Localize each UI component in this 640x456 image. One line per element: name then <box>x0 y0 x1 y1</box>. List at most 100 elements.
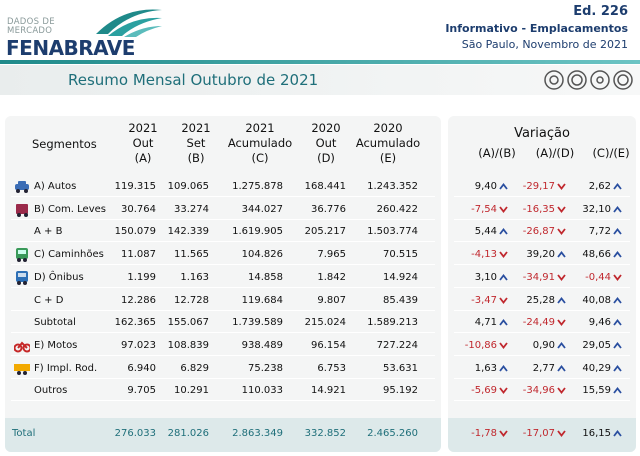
variation-value: -16,35 <box>522 203 555 215</box>
variation-value: -4,13 <box>471 249 497 261</box>
variation-value: -24,49 <box>522 317 555 329</box>
column-header: (B) <box>187 151 205 165</box>
cell-value: 75.238 <box>248 362 283 374</box>
cell-value: 332.852 <box>304 428 346 439</box>
trend-arrow <box>499 296 508 304</box>
row-separator <box>11 309 435 311</box>
row-separator <box>11 354 435 356</box>
row-separator <box>11 196 435 197</box>
cell-value: 260.422 <box>376 203 418 215</box>
row-separator <box>454 377 630 379</box>
variation-header: (C)/(E) <box>592 146 630 160</box>
cell-value: 12.728 <box>174 294 209 306</box>
row-separator <box>454 286 630 288</box>
row-label: Total <box>12 428 36 439</box>
brand: FENABRAVE <box>6 36 135 60</box>
column-header: Set <box>186 136 206 150</box>
trend-arrow <box>557 387 566 395</box>
trend-arrow <box>557 341 566 349</box>
row-label: C + D <box>34 294 64 306</box>
subtitle: Informativo - Emplacamentos <box>445 22 628 35</box>
brand-top: DADOS DE MERCADO <box>7 18 55 36</box>
column-header: Out <box>132 136 154 150</box>
edition: Ed. 226 <box>573 4 628 19</box>
cell-value: 104.826 <box>241 249 283 261</box>
row-icon <box>14 247 30 266</box>
trend-arrow <box>557 319 566 327</box>
cell-value: 14.921 <box>311 385 346 397</box>
cell-value: 9.705 <box>127 385 156 397</box>
cell-value: 95.192 <box>383 385 418 397</box>
column-header: (A) <box>134 151 152 165</box>
trend-arrow <box>613 274 622 281</box>
cell-value: 30.764 <box>121 203 156 215</box>
variation-value: -17,07 <box>522 428 555 439</box>
cell-value: 215.024 <box>304 317 346 329</box>
variation-value: 5,44 <box>474 226 497 238</box>
total-band <box>448 418 636 452</box>
trend-arrow <box>557 296 566 304</box>
trend-arrow <box>613 205 622 213</box>
row-separator <box>454 241 630 243</box>
trend-arrow <box>557 183 566 190</box>
cell-value: 727.224 <box>376 339 418 351</box>
row-label: D) Ônibus <box>34 271 84 283</box>
variation-value: 40,29 <box>582 362 611 374</box>
variation-value: 4,71 <box>474 317 497 329</box>
cell-value: 109.065 <box>167 181 209 192</box>
cell-value: 53.631 <box>383 362 418 374</box>
trend-arrow <box>613 341 622 349</box>
cell-value: 1.503.774 <box>367 226 418 238</box>
cell-value: 142.339 <box>167 226 209 238</box>
cell-value: 1.739.589 <box>232 317 283 329</box>
cell-value: 162.365 <box>114 317 156 329</box>
row-separator <box>11 377 435 379</box>
trend-arrow <box>557 430 566 437</box>
variation-value: 7,72 <box>588 226 611 238</box>
trend-arrow <box>613 228 622 235</box>
row-separator <box>11 218 435 220</box>
row-label: A) Autos <box>34 181 77 192</box>
row-icon <box>14 270 30 289</box>
variation-value: 16,15 <box>582 428 611 439</box>
cell-value: 1.619.905 <box>232 226 283 238</box>
trend-arrow <box>499 430 508 437</box>
variation-value: 2,77 <box>532 362 555 374</box>
title: Resumo Mensal Outubro de 2021 <box>68 71 319 89</box>
cell-value: 12.286 <box>121 294 156 306</box>
row-separator <box>11 332 435 334</box>
row-separator <box>454 309 630 311</box>
segment-icons <box>544 70 633 90</box>
variation-value: 2,62 <box>588 181 611 192</box>
trend-arrow <box>499 206 508 213</box>
row-label: A + B <box>34 226 63 238</box>
cell-value: 6.829 <box>180 362 209 374</box>
cell-value: 7.965 <box>317 249 346 261</box>
cell-value: 36.776 <box>311 203 346 215</box>
trend-arrow <box>613 251 622 258</box>
row-separator <box>11 400 435 402</box>
trend-arrow <box>499 364 508 372</box>
cell-value: 33.274 <box>174 203 209 215</box>
column-header: Out <box>315 136 337 150</box>
row-separator <box>454 218 630 220</box>
variation-value: 25,28 <box>526 294 555 306</box>
row-label: E) Motos <box>34 339 78 351</box>
segment-header: Segmentos <box>32 137 97 151</box>
row-label: C) Caminhões <box>34 249 104 261</box>
variation-panel <box>448 116 636 452</box>
cell-value: 119.684 <box>241 294 283 306</box>
variation-value: 15,59 <box>582 385 611 397</box>
row-separator <box>454 354 630 356</box>
header-band <box>0 60 640 64</box>
cell-value: 11.087 <box>121 249 156 261</box>
variation-value: -7,54 <box>471 203 497 215</box>
cell-value: 110.033 <box>241 385 283 397</box>
row-icon <box>14 361 30 380</box>
column-header: 2021 <box>181 121 211 135</box>
cell-value: 1.243.352 <box>367 181 418 192</box>
variation-value: -1,78 <box>471 428 497 439</box>
total-band <box>5 418 441 452</box>
